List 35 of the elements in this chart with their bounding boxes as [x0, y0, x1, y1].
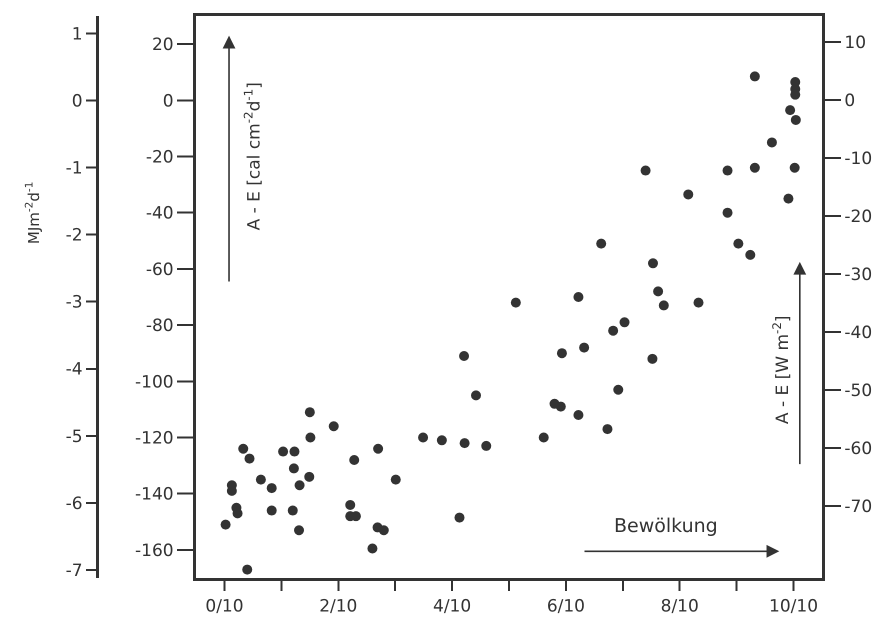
y-tick-label: -140: [135, 484, 174, 505]
y2-tick-label: -50: [844, 381, 872, 402]
y3-tick-label: 0: [72, 91, 83, 112]
y3-tick-label: -2: [66, 226, 83, 246]
y2-tick-label: -20: [844, 207, 872, 228]
y-tick-label: 20: [152, 35, 174, 56]
y3-tick-label: 1: [72, 24, 83, 44]
y-tick-label: 0: [162, 91, 174, 112]
y-tick-label: -60: [146, 260, 174, 280]
x-tick-label: 10/10: [769, 596, 818, 616]
y-tick-label: -160: [135, 540, 174, 561]
x-tick-label: 0/10: [205, 596, 244, 616]
y3-tick-label: -5: [66, 426, 83, 447]
y3-tick-label: -4: [66, 360, 83, 380]
x-tick-label: 4/10: [433, 596, 472, 616]
y2-tick-label: -60: [844, 439, 872, 460]
y-tick-label: -40: [146, 204, 174, 224]
x-tick-label: 2/10: [319, 596, 358, 616]
y3-tick-label: -7: [66, 560, 83, 581]
y3-tick-label: -3: [66, 292, 83, 313]
x-axis-title: Bewölkung: [614, 515, 718, 537]
y2-tick-label: 0: [844, 91, 856, 112]
y2-tick-label: 10: [844, 33, 866, 54]
y-tick-label: -100: [135, 372, 174, 392]
y-tick-label: -20: [146, 147, 174, 168]
x-tick-label: 6/10: [546, 596, 586, 616]
y-tick-label: -80: [146, 316, 174, 336]
y2-tick-label: -30: [844, 265, 872, 286]
y2-tick-label: -40: [844, 323, 872, 344]
x-tick-label: 8/10: [660, 596, 699, 616]
y2-tick-label: -70: [844, 497, 872, 518]
y3-tick-label: -1: [66, 158, 83, 179]
y2-tick-label: -10: [844, 149, 872, 170]
y-tick-label: -120: [135, 428, 174, 448]
y3-tick-label: -6: [66, 494, 83, 514]
